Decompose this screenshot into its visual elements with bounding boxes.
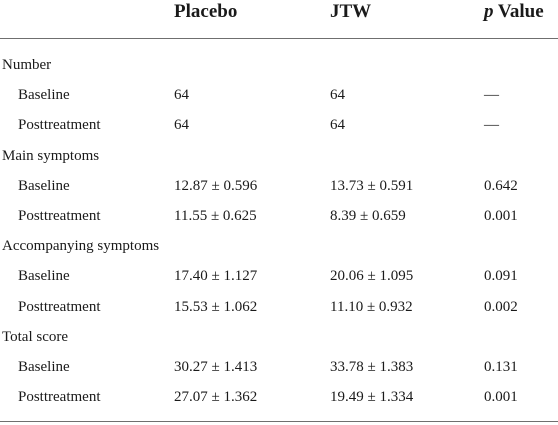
table-row: Number [0, 50, 558, 80]
row-label: Posttreatment [18, 298, 101, 315]
header-jtw: JTW [330, 1, 372, 22]
cell-placebo: 12.87 ± 0.596 [174, 177, 258, 194]
cell-p-value: — [484, 87, 499, 104]
table-bottom-rule [0, 421, 558, 422]
header-p-value: p Value [484, 0, 544, 24]
cell-p-value: 0.091 [484, 268, 518, 285]
row-label: Baseline [18, 268, 70, 285]
header-p-rest: Value [493, 1, 544, 22]
cell-jtw: 20.06 ± 1.095 [330, 268, 414, 285]
table-row: Baseline 17.40 ± 1.127 20.06 ± 1.095 0.0… [0, 261, 558, 291]
cell-p-value: 0.642 [484, 177, 518, 194]
cell-placebo: 11.55 ± 0.625 [174, 207, 257, 224]
table-row: Total score [0, 322, 558, 352]
row-label: Main symptoms [2, 147, 100, 164]
table-row: Baseline 30.27 ± 1.413 33.78 ± 1.383 0.1… [0, 352, 558, 382]
cell-jtw: 19.49 ± 1.334 [330, 389, 414, 406]
cell-jtw: 33.78 ± 1.383 [330, 358, 414, 375]
cell-placebo: 30.27 ± 1.413 [174, 358, 258, 375]
table-row: Baseline 12.87 ± 0.596 13.73 ± 0.591 0.6… [0, 171, 558, 201]
row-label: Posttreatment [18, 117, 101, 134]
cell-jtw: 64 [330, 87, 345, 104]
table-body: Number Baseline 64 64 — Posttreatment 64… [0, 50, 558, 412]
cell-jtw: 11.10 ± 0.932 [330, 298, 413, 315]
table-row: Baseline 64 64 — [0, 80, 558, 110]
table-row: Posttreatment 27.07 ± 1.362 19.49 ± 1.33… [0, 382, 558, 412]
cell-placebo: 17.40 ± 1.127 [174, 268, 258, 285]
header-p-italic: p [484, 1, 494, 22]
table-row: Posttreatment 15.53 ± 1.062 11.10 ± 0.93… [0, 292, 558, 322]
table-header: Placebo JTW p Value [0, 0, 558, 39]
cell-placebo: 15.53 ± 1.062 [174, 298, 258, 315]
table-row: Posttreatment 11.55 ± 0.625 8.39 ± 0.659… [0, 201, 558, 231]
table-row: Main symptoms [0, 141, 558, 171]
cell-p-value: — [484, 117, 499, 134]
cell-jtw: 64 [330, 117, 345, 134]
cell-p-value: 0.131 [484, 358, 518, 375]
cell-placebo: 27.07 ± 1.362 [174, 389, 258, 406]
cell-jtw: 13.73 ± 0.591 [330, 177, 414, 194]
cell-jtw: 8.39 ± 0.659 [330, 207, 406, 224]
row-label: Posttreatment [18, 207, 101, 224]
row-label: Baseline [18, 87, 70, 104]
row-label: Number [2, 57, 52, 73]
cell-p-value: 0.002 [484, 298, 518, 315]
row-label: Baseline [18, 177, 70, 194]
row-label: Accompanying symptoms [2, 238, 160, 255]
table-row: Accompanying symptoms [0, 231, 558, 261]
table-row: Posttreatment 64 64 — [0, 110, 558, 140]
row-label: Baseline [18, 358, 70, 375]
cell-p-value: 0.001 [484, 207, 518, 224]
cell-placebo: 64 [174, 87, 189, 104]
cell-p-value: 0.001 [484, 389, 518, 406]
row-label: Total score [2, 328, 69, 345]
cell-placebo: 64 [174, 117, 189, 134]
row-label: Posttreatment [18, 389, 101, 406]
header-placebo: Placebo [174, 1, 238, 22]
